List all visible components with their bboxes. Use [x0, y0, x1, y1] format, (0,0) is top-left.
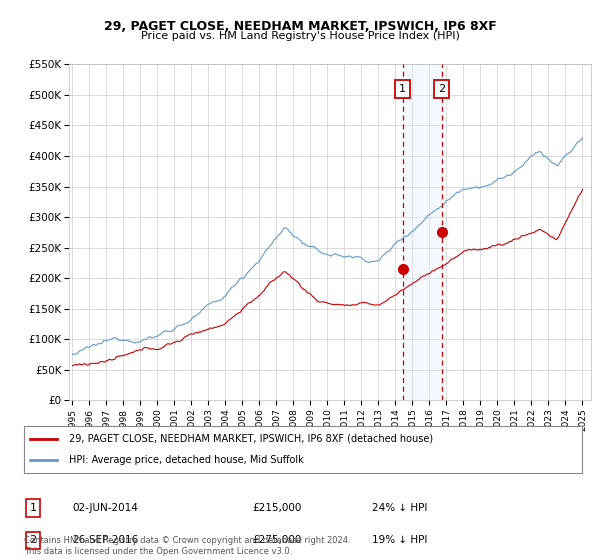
Text: 1: 1: [29, 503, 37, 513]
Text: Contains HM Land Registry data © Crown copyright and database right 2024.
This d: Contains HM Land Registry data © Crown c…: [24, 536, 350, 556]
Text: 02-JUN-2014: 02-JUN-2014: [72, 503, 138, 513]
Text: 2: 2: [29, 535, 37, 545]
Text: HPI: Average price, detached house, Mid Suffolk: HPI: Average price, detached house, Mid …: [68, 455, 304, 465]
Text: 26-SEP-2016: 26-SEP-2016: [72, 535, 138, 545]
Bar: [403, 64, 442, 400]
Text: 19% ↓ HPI: 19% ↓ HPI: [372, 535, 427, 545]
Text: Price paid vs. HM Land Registry's House Price Index (HPI): Price paid vs. HM Land Registry's House …: [140, 31, 460, 41]
Text: £275,000: £275,000: [252, 535, 301, 545]
Text: 1: 1: [399, 84, 406, 94]
Text: 24% ↓ HPI: 24% ↓ HPI: [372, 503, 427, 513]
Text: 29, PAGET CLOSE, NEEDHAM MARKET, IPSWICH, IP6 8XF: 29, PAGET CLOSE, NEEDHAM MARKET, IPSWICH…: [104, 20, 496, 32]
Text: £215,000: £215,000: [252, 503, 301, 513]
Text: 29, PAGET CLOSE, NEEDHAM MARKET, IPSWICH, IP6 8XF (detached house): 29, PAGET CLOSE, NEEDHAM MARKET, IPSWICH…: [68, 434, 433, 444]
Text: 2: 2: [439, 84, 445, 94]
